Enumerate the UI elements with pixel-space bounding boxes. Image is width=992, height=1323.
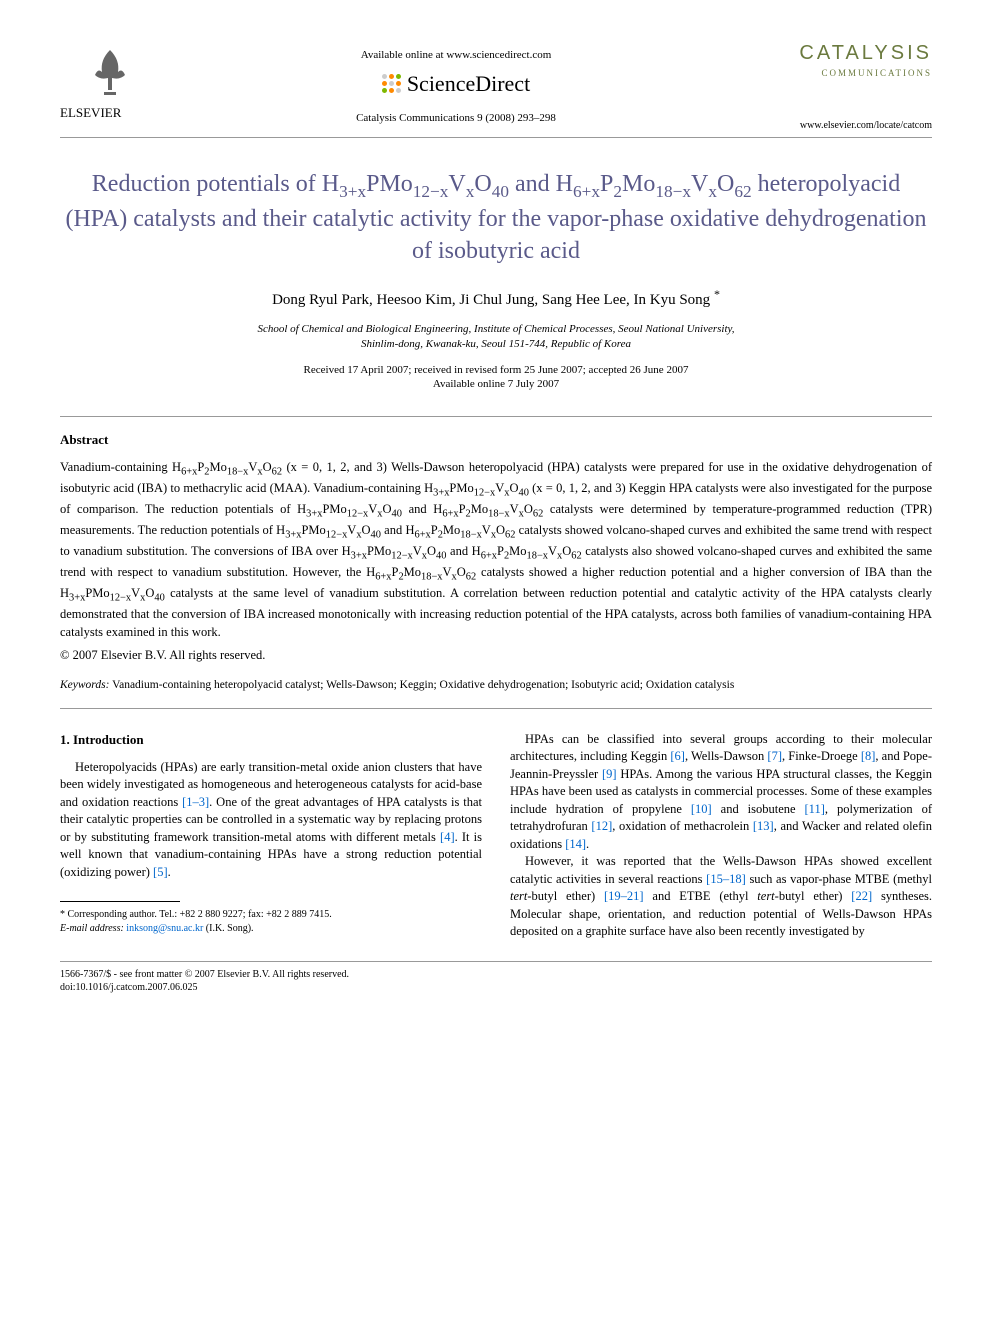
journal-logo-subtitle: COMMUNICATIONS bbox=[752, 67, 932, 79]
publisher-name: ELSEVIER bbox=[60, 104, 160, 122]
authors-line: Dong Ryul Park, Heesoo Kim, Ji Chul Jung… bbox=[60, 286, 932, 310]
column-right: HPAs can be classified into several grou… bbox=[510, 731, 932, 941]
article-title: Reduction potentials of H3+xPMo12−xVxO40… bbox=[60, 168, 932, 268]
sciencedirect-logo: ScienceDirect bbox=[160, 69, 752, 99]
corresponding-footnote: * Corresponding author. Tel.: +82 2 880 … bbox=[60, 908, 482, 935]
affiliation-line-2: Shinlim-dong, Kwanak-ku, Seoul 151-744, … bbox=[60, 337, 932, 352]
section-heading-intro: 1. Introduction bbox=[60, 731, 482, 749]
header-center: Available online at www.sciencedirect.co… bbox=[160, 40, 752, 125]
dates-available: Available online 7 July 2007 bbox=[60, 377, 932, 392]
page-footer: 1566-7367/$ - see front matter © 2007 El… bbox=[60, 961, 932, 995]
intro-para-3: However, it was reported that the Wells-… bbox=[510, 853, 932, 941]
email-line: E-mail address: inksong@snu.ac.kr (I.K. … bbox=[60, 922, 482, 936]
journal-reference: Catalysis Communications 9 (2008) 293–29… bbox=[160, 111, 752, 126]
column-left: 1. Introduction Heteropolyacids (HPAs) a… bbox=[60, 731, 482, 941]
sciencedirect-dots-icon bbox=[382, 74, 401, 93]
divider bbox=[60, 416, 932, 417]
page-header: ELSEVIER Available online at www.science… bbox=[60, 40, 932, 138]
affiliation-line-1: School of Chemical and Biological Engine… bbox=[60, 322, 932, 337]
doi-line: doi:10.1016/j.catcom.2007.06.025 bbox=[60, 981, 932, 995]
issn-line: 1566-7367/$ - see front matter © 2007 El… bbox=[60, 968, 932, 982]
corresponding-mark: * bbox=[714, 287, 720, 301]
keywords-text: Vanadium-containing heteropolyacid catal… bbox=[109, 679, 734, 691]
email-author-name: (I.K. Song). bbox=[203, 923, 253, 934]
available-online-text: Available online at www.sciencedirect.co… bbox=[160, 48, 752, 63]
abstract-heading: Abstract bbox=[60, 431, 932, 449]
header-right: CATALYSIS COMMUNICATIONS www.elsevier.co… bbox=[752, 40, 932, 133]
affiliation: School of Chemical and Biological Engine… bbox=[60, 322, 932, 353]
locate-url[interactable]: www.elsevier.com/locate/catcom bbox=[752, 119, 932, 133]
email-label: E-mail address: bbox=[60, 923, 124, 934]
article-dates: Received 17 April 2007; received in revi… bbox=[60, 363, 932, 393]
corresponding-author-line: * Corresponding author. Tel.: +82 2 880 … bbox=[60, 908, 482, 922]
keywords-line: Keywords: Vanadium-containing heteropoly… bbox=[60, 678, 932, 694]
body-columns: 1. Introduction Heteropolyacids (HPAs) a… bbox=[60, 731, 932, 941]
sciencedirect-text: ScienceDirect bbox=[407, 69, 530, 99]
publisher-logo-block: ELSEVIER bbox=[60, 40, 160, 122]
abstract-copyright: © 2007 Elsevier B.V. All rights reserved… bbox=[60, 647, 932, 664]
abstract-body: Vanadium-containing H6+xP2Mo18−xVxO62 (x… bbox=[60, 459, 932, 642]
footnote-separator bbox=[60, 901, 180, 902]
intro-para-2: HPAs can be classified into several grou… bbox=[510, 731, 932, 854]
intro-para-1: Heteropolyacids (HPAs) are early transit… bbox=[60, 759, 482, 882]
dates-received: Received 17 April 2007; received in revi… bbox=[60, 363, 932, 378]
journal-logo-name: CATALYSIS bbox=[752, 40, 932, 67]
elsevier-tree-icon bbox=[80, 40, 140, 100]
email-address[interactable]: inksong@snu.ac.kr bbox=[126, 923, 203, 934]
keywords-label: Keywords: bbox=[60, 679, 109, 691]
divider bbox=[60, 708, 932, 709]
